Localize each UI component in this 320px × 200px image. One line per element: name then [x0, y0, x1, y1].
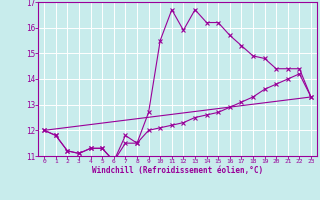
- X-axis label: Windchill (Refroidissement éolien,°C): Windchill (Refroidissement éolien,°C): [92, 166, 263, 175]
